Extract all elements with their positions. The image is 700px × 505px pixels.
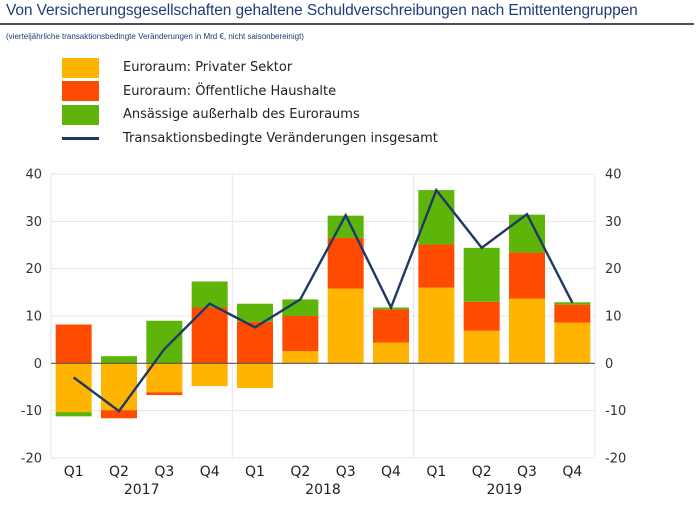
- legend-item-public: Euroraum: Öffentliche Haushalte: [62, 80, 438, 104]
- x-tick-label: Q3: [336, 464, 356, 480]
- y-tick-label-right: 0: [605, 357, 613, 372]
- y-tick-label-right: 10: [605, 310, 622, 325]
- y-tick-label-right: -10: [605, 404, 626, 419]
- bar-public: [327, 237, 364, 289]
- bar-outside: [418, 190, 455, 245]
- bar-layer: [55, 190, 591, 419]
- bar-private: [509, 298, 545, 364]
- bar-private: [463, 330, 500, 364]
- legend-item-outside: Ansässige außerhalb des Euroraums: [62, 103, 438, 127]
- y-tick-label-left: -20: [21, 452, 42, 467]
- bar-public: [101, 410, 137, 419]
- legend-label-private: Euroraum: Privater Sektor: [123, 60, 293, 76]
- bar-outside: [237, 303, 273, 322]
- y-tick-label-left: 10: [25, 310, 42, 325]
- bar-outside: [146, 320, 183, 364]
- x-tick-label: Q2: [290, 464, 310, 480]
- legend-label-public: Euroraum: Öffentliche Haushalte: [123, 83, 337, 99]
- title-divider: [0, 23, 694, 25]
- legend-swatch-private: [62, 57, 99, 78]
- y-tick-label-left: 0: [34, 357, 42, 372]
- line-layer: [72, 187, 574, 413]
- bar-public: [146, 392, 183, 396]
- legend-label-outside: Ansässige außerhalb des Euroraums: [123, 107, 360, 123]
- x-group-label: 2017: [124, 482, 160, 498]
- bar-public: [418, 244, 455, 288]
- legend-line-total: [62, 136, 99, 140]
- bar-private: [554, 322, 591, 364]
- bar-private: [237, 363, 273, 388]
- chart-title: Von Versicherungsgesellschaften gehalten…: [6, 2, 638, 19]
- bar-private: [418, 287, 455, 364]
- bar-outside: [509, 214, 545, 253]
- line-total: [72, 187, 574, 413]
- legend-label-total: Transaktionsbedingte Veränderungen insge…: [123, 130, 438, 146]
- x-tick-label: Q4: [200, 464, 220, 480]
- x-tick-label: Q4: [381, 464, 401, 480]
- y-tick-label-right: 20: [605, 262, 622, 277]
- bar-public: [554, 304, 591, 323]
- bar-public: [373, 309, 409, 343]
- y-tick-label-right: 30: [605, 215, 622, 230]
- bar-public: [509, 252, 545, 299]
- x-tick-label: Q1: [64, 464, 84, 480]
- bar-private: [146, 363, 183, 393]
- bar-outside: [327, 215, 364, 238]
- chart-subtitle: (vierteljährliche transaktionsbedingte V…: [6, 32, 304, 41]
- bar-private: [191, 363, 228, 387]
- y-tick-label-right: -20: [605, 452, 626, 467]
- legend-swatch-public: [62, 81, 99, 102]
- x-tick-label: Q3: [517, 464, 537, 480]
- y-tick-label-left: 20: [25, 262, 42, 277]
- x-tick-label: Q1: [245, 464, 265, 480]
- y-tick-label-left: 40: [25, 168, 42, 183]
- y-tick-label-left: 30: [25, 215, 42, 230]
- bar-outside: [55, 412, 92, 417]
- y-tick-label-right: 40: [605, 168, 622, 183]
- y-tick-label-left: -10: [21, 404, 42, 419]
- bar-outside: [463, 247, 500, 302]
- x-tick-label: Q2: [472, 464, 492, 480]
- x-group-label: 2018: [305, 482, 341, 498]
- bar-private: [373, 342, 409, 364]
- bar-outside: [554, 302, 591, 305]
- axis-layer: -20 -10 0 10 20 30 40 -20 -10 0 10 20 30 40 Q1 Q2 Q3 Q4 Q1…: [21, 168, 626, 499]
- x-tick-label: Q4: [562, 464, 582, 480]
- bar-private: [282, 351, 319, 364]
- legend-item-private: Euroraum: Privater Sektor: [62, 56, 438, 80]
- bar-public: [55, 324, 92, 364]
- legend: Euroraum: Privater Sektor Euroraum: Öffe…: [62, 56, 438, 150]
- x-tick-label: Q1: [426, 464, 446, 480]
- bar-public: [282, 316, 319, 352]
- legend-item-total: Transaktionsbedingte Veränderungen insge…: [62, 127, 438, 151]
- grid-layer: [50, 173, 596, 459]
- x-group-label: 2019: [487, 482, 523, 498]
- x-tick-label: Q2: [109, 464, 129, 480]
- bar-outside: [101, 356, 137, 364]
- bar-public: [463, 301, 500, 331]
- legend-swatch-outside: [62, 104, 99, 125]
- bar-private: [327, 288, 364, 364]
- x-tick-label: Q3: [154, 464, 174, 480]
